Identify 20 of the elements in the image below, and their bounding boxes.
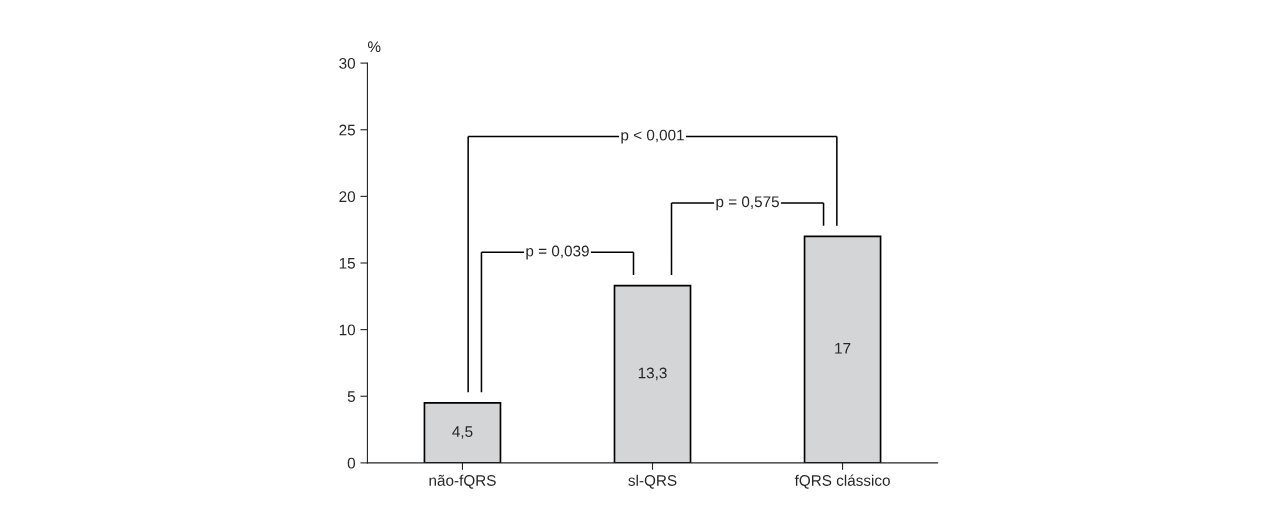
data-label: 17 bbox=[835, 343, 851, 354]
annotation: p = 0,039 bbox=[526, 245, 589, 260]
x-tick-label: fQRS clássico bbox=[794, 474, 890, 489]
x-tick-label: não-fQRS bbox=[429, 474, 496, 489]
data-label: 4,5 bbox=[452, 426, 473, 439]
annotation: p = 0,575 bbox=[716, 196, 779, 211]
y-tick-label: 20 bbox=[339, 191, 356, 203]
bar bbox=[803, 235, 882, 463]
y-tick-label: 10 bbox=[339, 324, 356, 336]
x-tick-label: sl-QRS bbox=[628, 474, 677, 489]
annotation: p < 0,001 bbox=[621, 129, 684, 144]
y-tick-label: 15 bbox=[339, 258, 355, 269]
data-label: 13,3 bbox=[638, 367, 667, 381]
bar bbox=[613, 284, 692, 463]
y-tick-label: 30 bbox=[339, 57, 356, 69]
y-tick-label: 0 bbox=[347, 457, 356, 469]
bar bbox=[423, 402, 502, 463]
y-tick-label: 5 bbox=[347, 391, 355, 402]
y-axis-title: % bbox=[367, 41, 381, 53]
y-tick-label: 25 bbox=[339, 124, 355, 136]
